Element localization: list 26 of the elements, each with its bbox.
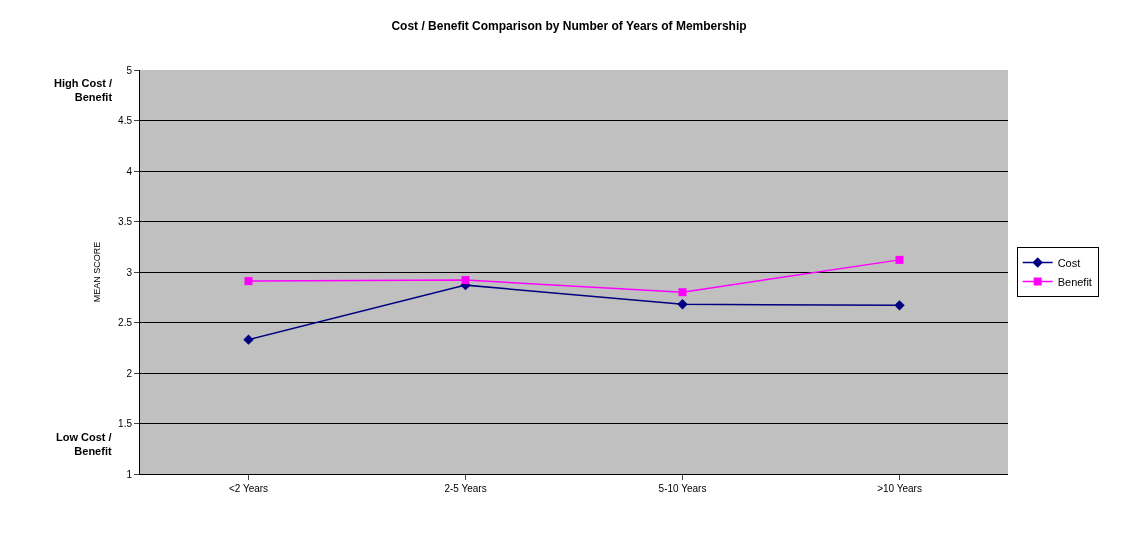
point: [894, 300, 905, 311]
y-axis-title: MEAN SCORE: [92, 241, 103, 303]
y-tick-label: 5: [126, 64, 133, 76]
x-tick-label: >10 Years: [877, 483, 922, 494]
x-tick-label: 2-5 Years: [444, 483, 487, 494]
y-tick-label: 1: [126, 468, 133, 480]
point: [244, 277, 253, 286]
point: [895, 255, 904, 264]
point: [243, 334, 254, 345]
point: [677, 299, 688, 310]
text: Low Cost / Benefit: [56, 431, 112, 458]
point: [461, 276, 470, 285]
y-tick-label: 2.5: [118, 317, 133, 328]
legend-label: Benefit: [1057, 275, 1092, 288]
legend-label: Cost: [1057, 256, 1081, 269]
chart-title: Cost / Benefit Comparison by Number of Years of Membership: [391, 18, 747, 33]
text: High Cost / Benefit: [54, 77, 113, 104]
y-tick-label: 1.5: [118, 418, 133, 429]
y-tick-label: 3.5: [118, 216, 133, 227]
y-tick-label: 2: [126, 367, 133, 379]
x-tick-label: 5-10 Years: [658, 483, 707, 494]
point: [678, 288, 687, 297]
y-tick-label: 4.5: [118, 115, 133, 126]
y-tick-label: 3: [126, 266, 133, 278]
y-tick-label: 4: [126, 165, 133, 177]
x-tick-label: <2 Years: [228, 483, 269, 494]
